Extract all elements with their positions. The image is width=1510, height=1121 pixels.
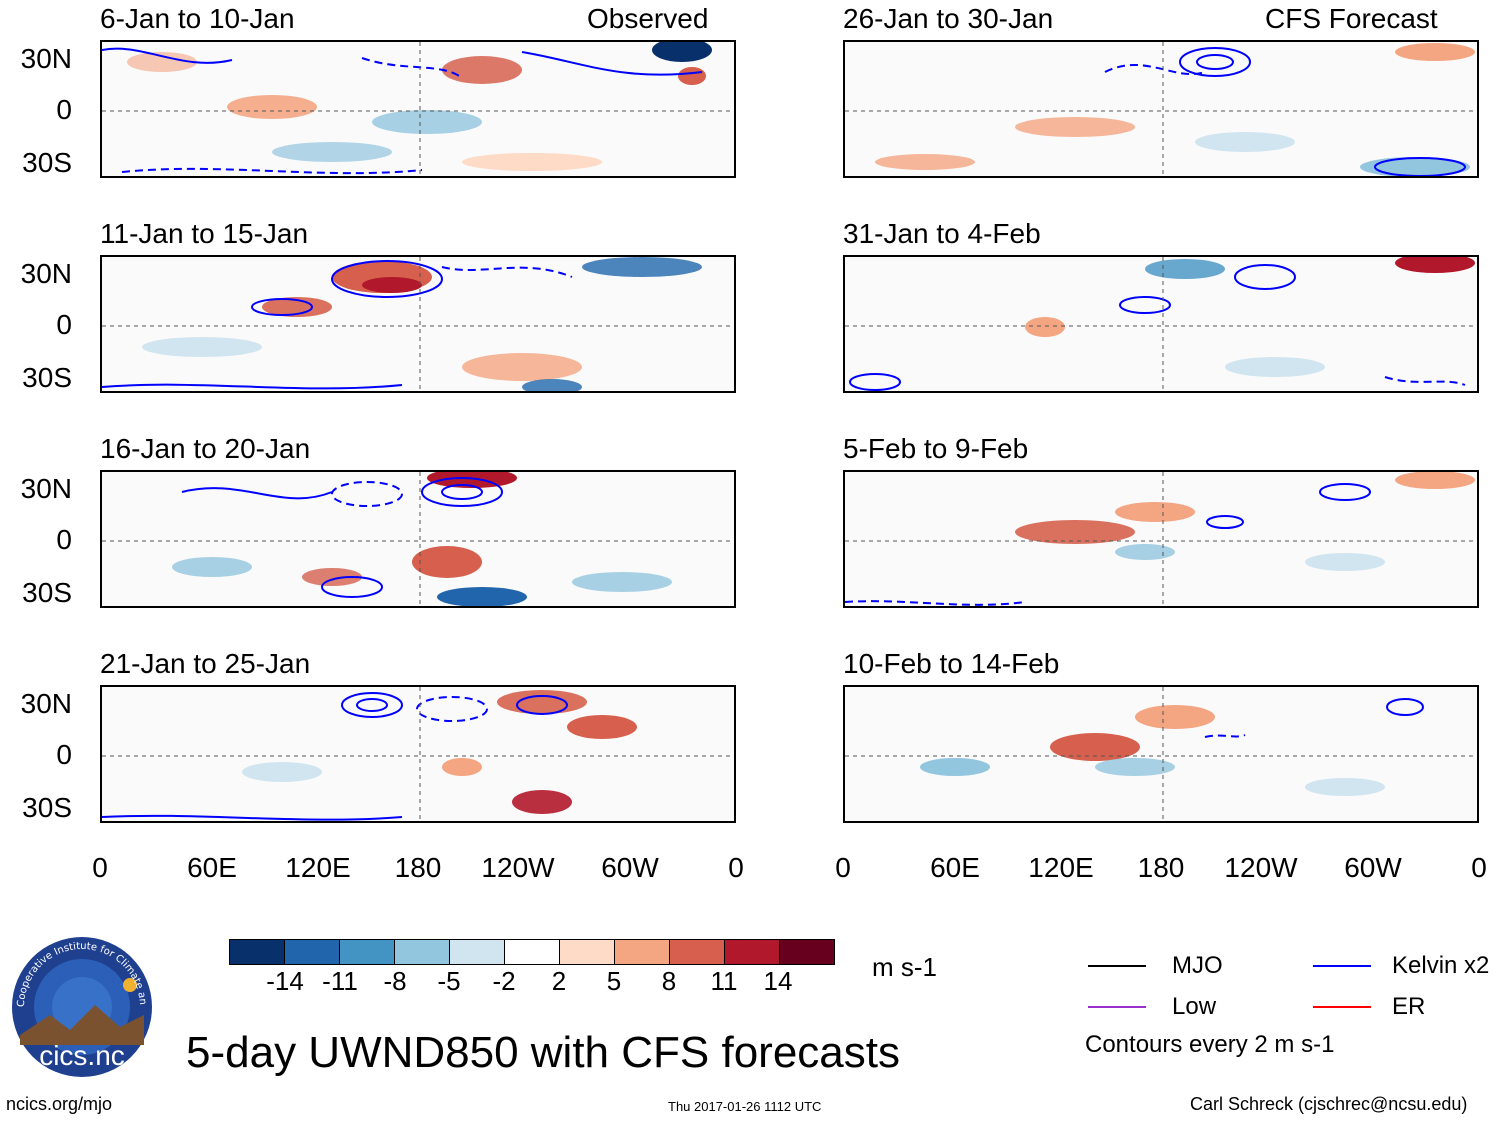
panel-title-3: 16-Jan to 20-Jan <box>100 433 311 464</box>
footer-author: Carl Schreck (cjschrec@ncsu.edu) <box>1190 1094 1468 1114</box>
colorbar-swatch <box>559 940 614 964</box>
lon-label-120e: 120E <box>285 852 351 883</box>
footer-url: ncics.org/mjo <box>6 1094 113 1114</box>
colorbar-swatch <box>504 940 559 964</box>
panel-tag-cfs-forecast: CFS Forecast <box>1265 3 1438 34</box>
colorbar-swatch <box>284 940 339 964</box>
lon-label-0-end: 0 <box>1471 852 1487 883</box>
footer-timestamp: Thu 2017-01-26 1112 UTC <box>668 1099 822 1114</box>
colorbar-label: 5 <box>606 966 622 996</box>
map-plot <box>845 687 1477 821</box>
colorbar-swatch <box>779 940 834 964</box>
lat-label-30n: 30N <box>20 473 72 504</box>
colorbar-label: 14 <box>763 966 793 996</box>
lat-label-0: 0 <box>56 309 72 340</box>
colorbar-label: 8 <box>661 966 677 996</box>
panel-title-8: 10-Feb to 14-Feb <box>843 648 1060 679</box>
lon-label-0: 0 <box>835 852 851 883</box>
colorbar-label: -14 <box>266 966 304 996</box>
lon-label-60w: 60W <box>1344 852 1402 883</box>
colorbar-swatch <box>449 940 504 964</box>
lat-label-0: 0 <box>56 524 72 555</box>
map-plot <box>102 42 734 176</box>
panel-title-6: 31-Jan to 4-Feb <box>843 218 1041 249</box>
map-panel-observed-4 <box>100 685 736 823</box>
lon-label-180: 180 <box>1137 852 1185 883</box>
map-panel-observed-2 <box>100 255 736 393</box>
lon-label-120w: 120W <box>1224 852 1298 883</box>
lat-label-30n: 30N <box>20 43 72 74</box>
legend-label-mjo: MJO <box>1172 952 1223 979</box>
colorbar-units: m s-1 <box>872 952 937 982</box>
map-plot <box>845 472 1477 606</box>
colorbar <box>229 939 835 965</box>
map-panel-forecast-1 <box>843 40 1479 178</box>
colorbar-label: -11 <box>322 966 358 996</box>
legend-swatch-mjo <box>1088 965 1146 967</box>
legend-label-low: Low <box>1172 993 1217 1020</box>
lat-label-30s: 30S <box>22 792 72 823</box>
map-panel-forecast-2 <box>843 255 1479 393</box>
legend-swatch-low <box>1088 1006 1146 1008</box>
colorbar-swatch <box>394 940 449 964</box>
lat-label-30s: 30S <box>22 577 72 608</box>
panel-title-7: 5-Feb to 9-Feb <box>843 433 1029 464</box>
map-panel-observed-1 <box>100 40 736 178</box>
legend-label-er: ER <box>1392 993 1426 1020</box>
legend-swatch-kelvin <box>1313 965 1371 967</box>
colorbar-swatch <box>614 940 669 964</box>
lat-label-0: 0 <box>56 94 72 125</box>
legend-swatch-er <box>1313 1006 1371 1008</box>
colorbar-label: -2 <box>492 966 516 996</box>
colorbar-label: 2 <box>551 966 567 996</box>
logo-graphic: Cooperative Institute for Climate and Sa… <box>7 927 152 1077</box>
lon-label-0-end: 0 <box>728 852 744 883</box>
map-panel-forecast-4 <box>843 685 1479 823</box>
map-plot <box>102 257 734 391</box>
legend-label-kelvin: Kelvin x2 <box>1392 952 1490 979</box>
colorbar-label: 11 <box>710 966 738 996</box>
map-plot <box>102 687 734 821</box>
colorbar-swatch <box>339 940 394 964</box>
main-title: 5-day UWND850 with CFS forecasts <box>186 1028 900 1077</box>
cics-logo: Cooperative Institute for Climate and Sa… <box>7 927 154 1079</box>
lat-label-30n: 30N <box>20 688 72 719</box>
panel-title-2: 11-Jan to 15-Jan <box>100 218 309 249</box>
lat-label-30s: 30S <box>22 147 72 178</box>
map-plot <box>845 257 1477 391</box>
lon-label-120e: 120E <box>1028 852 1094 883</box>
map-plot <box>102 472 734 606</box>
panel-title-5: 26-Jan to 30-Jan <box>843 3 1054 34</box>
lon-label-60w: 60W <box>601 852 659 883</box>
lat-label-30n: 30N <box>20 258 72 289</box>
lon-label-60e: 60E <box>930 852 980 883</box>
lon-label-120w: 120W <box>481 852 555 883</box>
colorbar-label: -5 <box>437 966 461 996</box>
lon-label-60e: 60E <box>187 852 237 883</box>
map-panel-forecast-3 <box>843 470 1479 608</box>
map-plot <box>845 42 1477 176</box>
lat-label-30s: 30S <box>22 362 72 393</box>
logo-text: cics.nc <box>39 1040 125 1071</box>
lat-label-0: 0 <box>56 739 72 770</box>
map-panel-observed-3 <box>100 470 736 608</box>
lon-label-180: 180 <box>394 852 442 883</box>
lon-label-0: 0 <box>92 852 108 883</box>
panel-tag-observed: Observed <box>587 3 709 34</box>
colorbar-swatch <box>724 940 779 964</box>
colorbar-swatch <box>669 940 724 964</box>
panel-title-1: 6-Jan to 10-Jan <box>100 3 295 34</box>
panel-title-4: 21-Jan to 25-Jan <box>100 648 311 679</box>
legend-note: Contours every 2 m s-1 <box>1085 1031 1335 1058</box>
colorbar-swatch <box>230 940 284 964</box>
colorbar-label: -8 <box>383 966 407 996</box>
